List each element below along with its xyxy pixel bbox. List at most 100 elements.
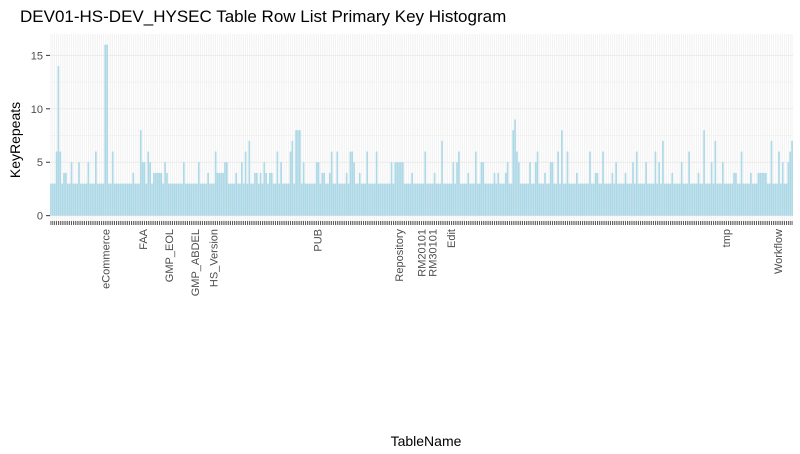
- bar: [648, 183, 651, 216]
- bar: [763, 172, 765, 216]
- bar: [123, 183, 125, 216]
- bar: [740, 151, 743, 216]
- bar: [630, 183, 632, 216]
- bar: [609, 183, 612, 216]
- bar: [770, 140, 773, 216]
- bar: [439, 183, 442, 216]
- bar: [224, 162, 226, 216]
- bar: [658, 162, 661, 216]
- bar: [478, 183, 481, 216]
- bar: [184, 183, 187, 216]
- bar: [725, 183, 728, 216]
- bar: [117, 183, 120, 216]
- bar: [102, 183, 105, 216]
- x-tick-label: eCommerce: [101, 229, 113, 289]
- bar: [791, 140, 793, 216]
- bar: [677, 183, 679, 216]
- bar: [577, 183, 580, 216]
- bar: [330, 151, 333, 216]
- bar: [721, 162, 724, 216]
- bar: [196, 183, 198, 216]
- bar: [437, 183, 440, 216]
- bar: [95, 151, 97, 216]
- bar: [214, 151, 217, 216]
- bar: [317, 162, 320, 216]
- y-tick-label: 10: [31, 104, 43, 116]
- bar: [474, 151, 477, 216]
- bar: [53, 183, 56, 216]
- bar: [735, 172, 737, 216]
- bar: [51, 183, 54, 216]
- bar: [57, 66, 60, 216]
- bar: [237, 183, 239, 216]
- bar: [381, 183, 384, 216]
- bar: [594, 172, 597, 216]
- bar: [497, 172, 500, 216]
- bar: [280, 162, 282, 216]
- bar: [433, 172, 436, 216]
- bar: [233, 183, 236, 216]
- bar: [701, 183, 704, 216]
- bar: [98, 183, 101, 216]
- bar: [443, 183, 445, 216]
- bar: [499, 183, 501, 216]
- bar: [173, 183, 176, 216]
- bar: [718, 183, 720, 216]
- bar: [199, 183, 202, 216]
- bar: [181, 183, 183, 216]
- bar: [274, 183, 277, 216]
- bar: [598, 183, 601, 216]
- bar: [373, 183, 376, 216]
- x-tick-label: RM30101: [428, 229, 440, 277]
- bar: [626, 183, 629, 216]
- bar: [605, 183, 608, 216]
- bar: [536, 151, 539, 216]
- bar: [291, 140, 294, 216]
- bar: [637, 183, 640, 216]
- bar: [534, 162, 537, 216]
- bar: [190, 183, 193, 216]
- y-tick-label: 0: [37, 211, 43, 223]
- x-tick-label: GMP_ABDEL: [190, 229, 202, 296]
- bar: [351, 151, 354, 216]
- bar: [645, 162, 647, 216]
- bar: [575, 172, 578, 216]
- bar: [282, 183, 284, 216]
- bar: [222, 172, 224, 216]
- y-tick-label: 5: [37, 157, 43, 169]
- bar: [261, 183, 264, 216]
- bar: [55, 151, 58, 216]
- bar: [707, 183, 709, 216]
- bar: [248, 140, 251, 216]
- bar: [342, 183, 344, 216]
- bar: [218, 172, 221, 216]
- bar: [772, 183, 775, 216]
- bar: [347, 183, 350, 216]
- bar: [371, 183, 374, 216]
- bar: [124, 183, 127, 216]
- bar: [182, 162, 185, 216]
- bar: [441, 140, 443, 216]
- bar: [289, 151, 292, 216]
- bar: [310, 183, 312, 216]
- bar: [235, 172, 238, 216]
- bar: [338, 183, 340, 216]
- bar: [751, 183, 754, 216]
- bar: [785, 183, 788, 216]
- bar: [418, 183, 421, 216]
- x-tick-label: FAA: [138, 228, 150, 249]
- bar: [315, 162, 318, 216]
- bar: [325, 183, 327, 216]
- bar: [259, 172, 262, 216]
- bar: [491, 183, 494, 216]
- bar: [343, 183, 346, 216]
- bar: [635, 151, 638, 216]
- y-tick-label: 15: [31, 50, 43, 62]
- x-axis: eCommerce FAA GMP_EOL GMP_ABDEL HS_Version PU…: [50, 221, 793, 296]
- bar: [327, 183, 329, 216]
- bar: [78, 162, 80, 216]
- bar: [87, 162, 90, 216]
- bar: [523, 183, 526, 216]
- bar: [424, 151, 427, 216]
- bar: [100, 183, 103, 216]
